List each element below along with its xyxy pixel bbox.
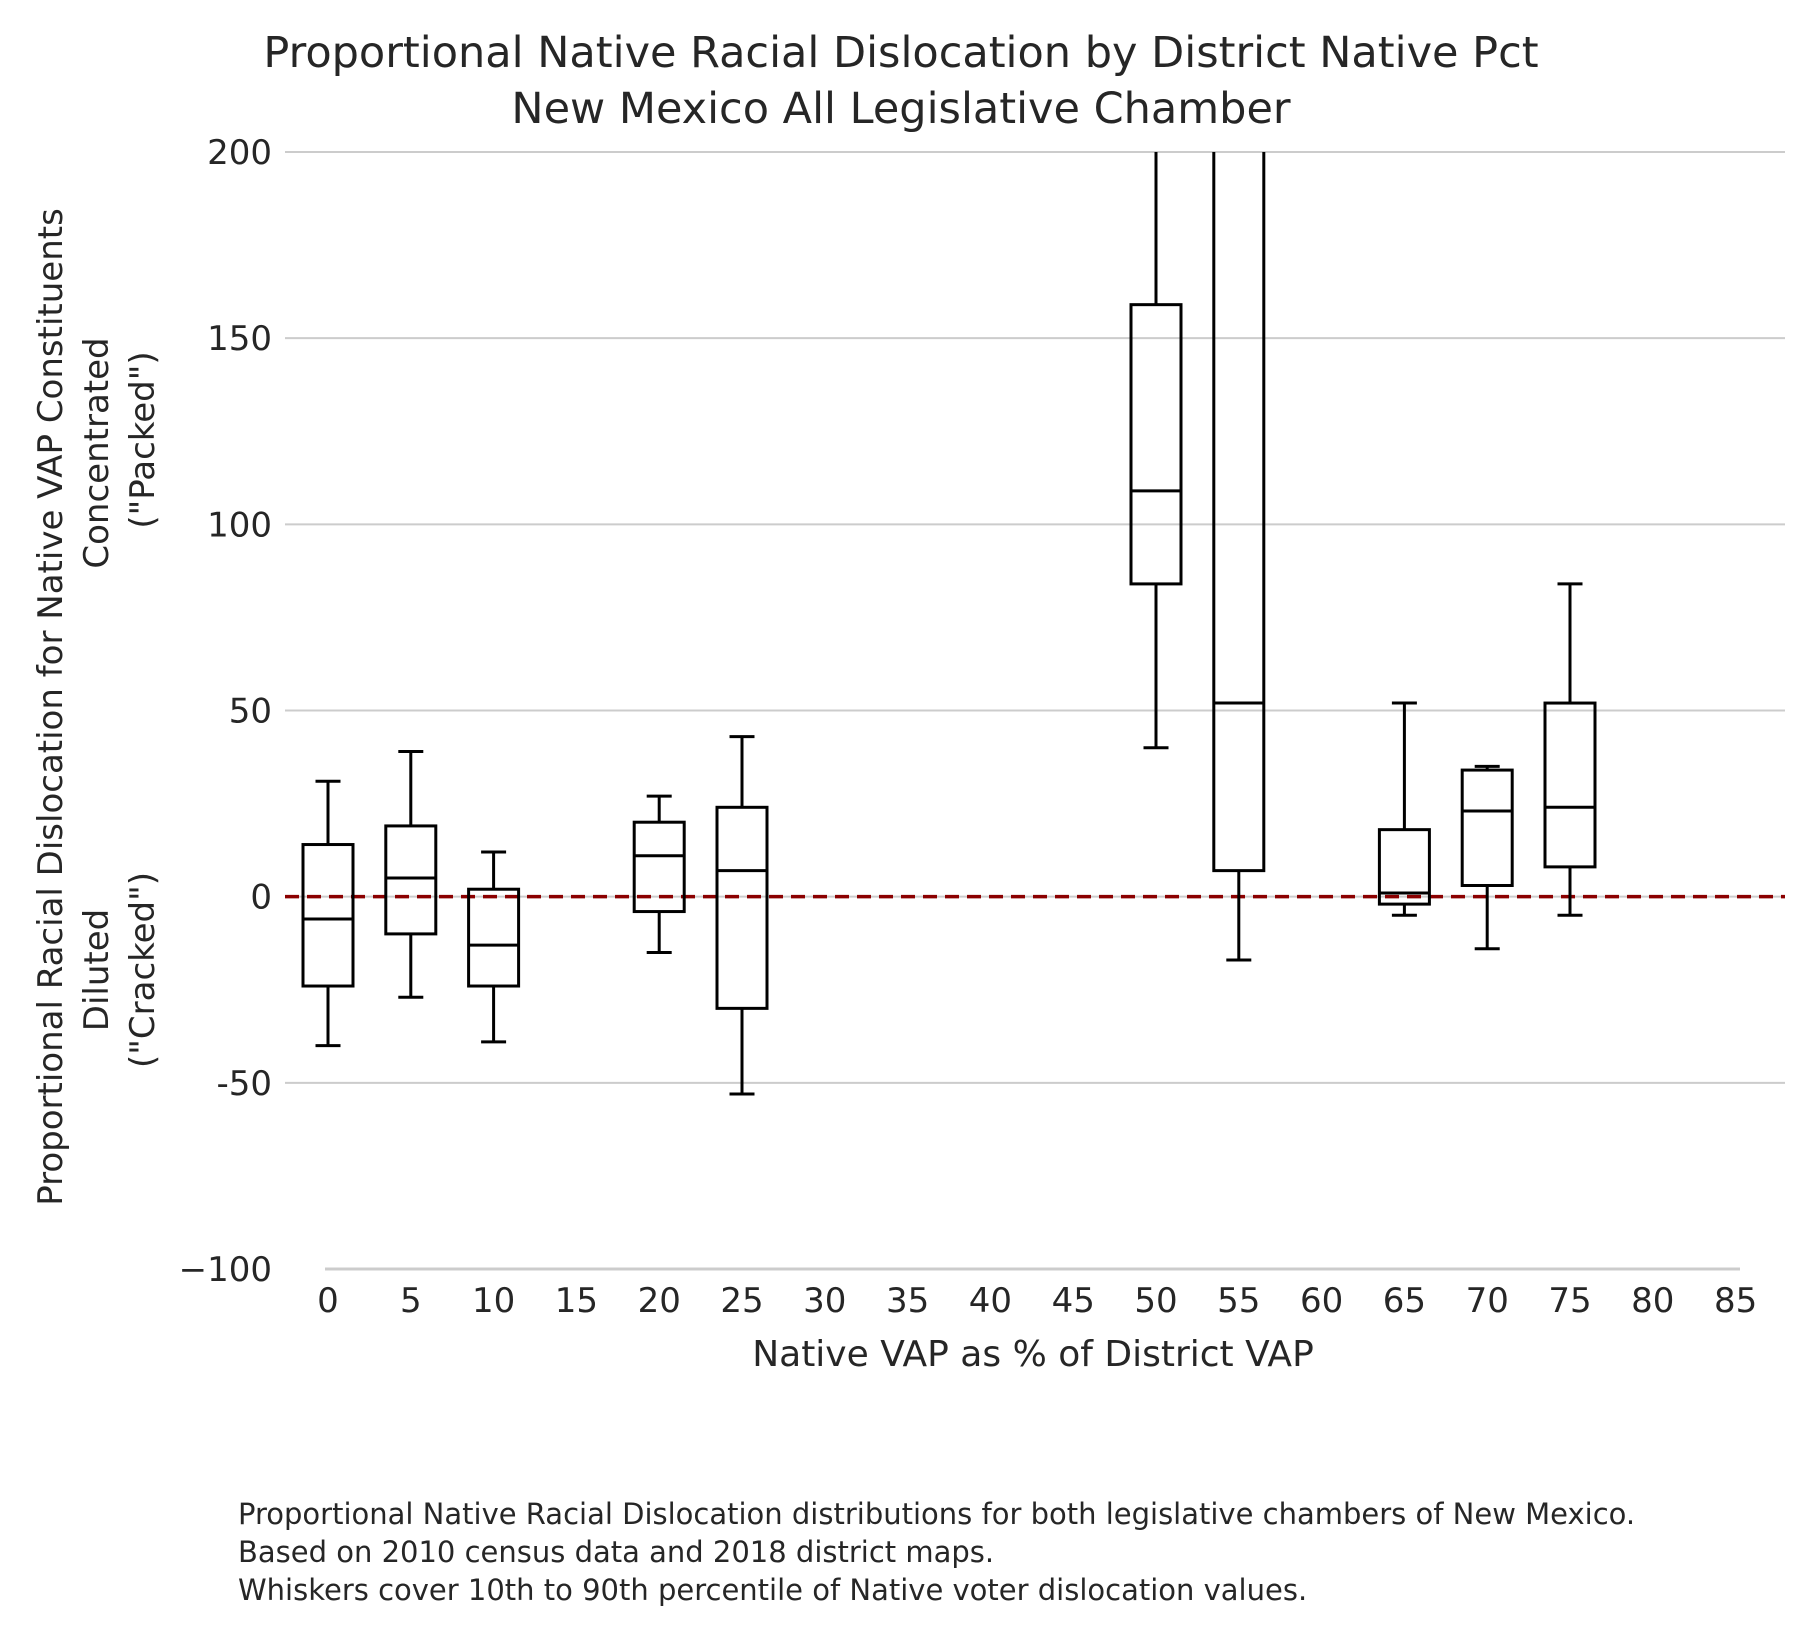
grid-lines (285, 151, 1785, 1271)
box-75 (1543, 582, 1597, 917)
y-axis-label-cracked-line-1: Diluted (77, 909, 117, 1031)
box-body-10 (467, 887, 521, 988)
box-65 (1377, 701, 1431, 917)
x-tick-label-35: 35 (886, 1281, 929, 1321)
box-body-75 (1543, 701, 1597, 869)
x-tick-label-20: 20 (638, 1281, 681, 1321)
x-tick-label-85: 85 (1714, 1281, 1757, 1321)
box-body-5 (384, 824, 438, 936)
x-tick-label-75: 75 (1548, 1281, 1591, 1321)
x-tick-label-70: 70 (1466, 1281, 1509, 1321)
box-body-25 (715, 805, 769, 1010)
footnote-line-3: Whiskers cover 10th to 90th percentile o… (238, 1573, 1308, 1607)
box-body-50 (1129, 303, 1183, 586)
x-tick-label-45: 45 (1052, 1281, 1095, 1321)
x-tick-labels: 0 5 10 15 20 25 30 35 40 45 50 55 60 65 70 75 80 85 (317, 1281, 1757, 1321)
boxes-layer (301, 152, 1597, 1096)
y-tick-label-1: -50 (216, 1064, 272, 1104)
chart-title-line-1: Proportional Native Racial Dislocation b… (263, 28, 1539, 78)
box-20 (632, 794, 686, 955)
x-tick-label-15: 15 (555, 1281, 598, 1321)
y-axis-label-main: Proportional Racial Dislocation for Nati… (31, 208, 71, 1206)
box-70 (1460, 764, 1514, 951)
box-55 (1212, 152, 1266, 962)
y-axis-label-cracked-line-2: ("Cracked") (123, 872, 163, 1068)
y-axis-label-packed-line-2: ("Packed") (123, 351, 163, 528)
box-25 (715, 735, 769, 1096)
y-tick-labels: −100 -50 0 50 100 150 200 (179, 133, 272, 1290)
y-tick-label-6: 200 (207, 133, 272, 173)
box-10 (467, 850, 521, 1044)
footnote-line-2: Based on 2010 census data and 2018 distr… (238, 1535, 995, 1569)
x-tick-label-40: 40 (969, 1281, 1012, 1321)
footnote-line-1: Proportional Native Racial Dislocation d… (238, 1497, 1636, 1531)
x-tick-label-80: 80 (1631, 1281, 1674, 1321)
x-tick-label-60: 60 (1300, 1281, 1343, 1321)
x-tick-label-10: 10 (472, 1281, 515, 1321)
x-tick-label-65: 65 (1383, 1281, 1426, 1321)
y-tick-label-5: 150 (207, 319, 272, 359)
x-axis-label: Native VAP as % of District VAP (752, 1334, 1314, 1375)
x-tick-label-30: 30 (803, 1281, 846, 1321)
y-tick-label-0: −100 (179, 1250, 272, 1290)
box-body-70 (1460, 768, 1514, 887)
box-body-65 (1377, 828, 1431, 906)
x-tick-label-25: 25 (720, 1281, 763, 1321)
x-tick-label-0: 0 (317, 1281, 339, 1321)
x-tick-label-55: 55 (1217, 1281, 1260, 1321)
box-body-20 (632, 820, 686, 914)
x-tick-label-50: 50 (1134, 1281, 1177, 1321)
box-5 (384, 749, 438, 999)
y-tick-label-4: 100 (207, 505, 272, 545)
chart-title-line-2: New Mexico All Legislative Chamber (511, 84, 1291, 134)
x-tick-label-5: 5 (400, 1281, 422, 1321)
box-body-55 (1212, 152, 1266, 873)
box-body-0 (301, 843, 355, 988)
y-axis-label-packed-line-1: Concentrated (77, 337, 117, 568)
y-tick-label-3: 50 (229, 692, 272, 732)
box-50 (1129, 152, 1183, 750)
box-0 (301, 779, 355, 1048)
y-tick-label-2: 0 (250, 878, 272, 918)
